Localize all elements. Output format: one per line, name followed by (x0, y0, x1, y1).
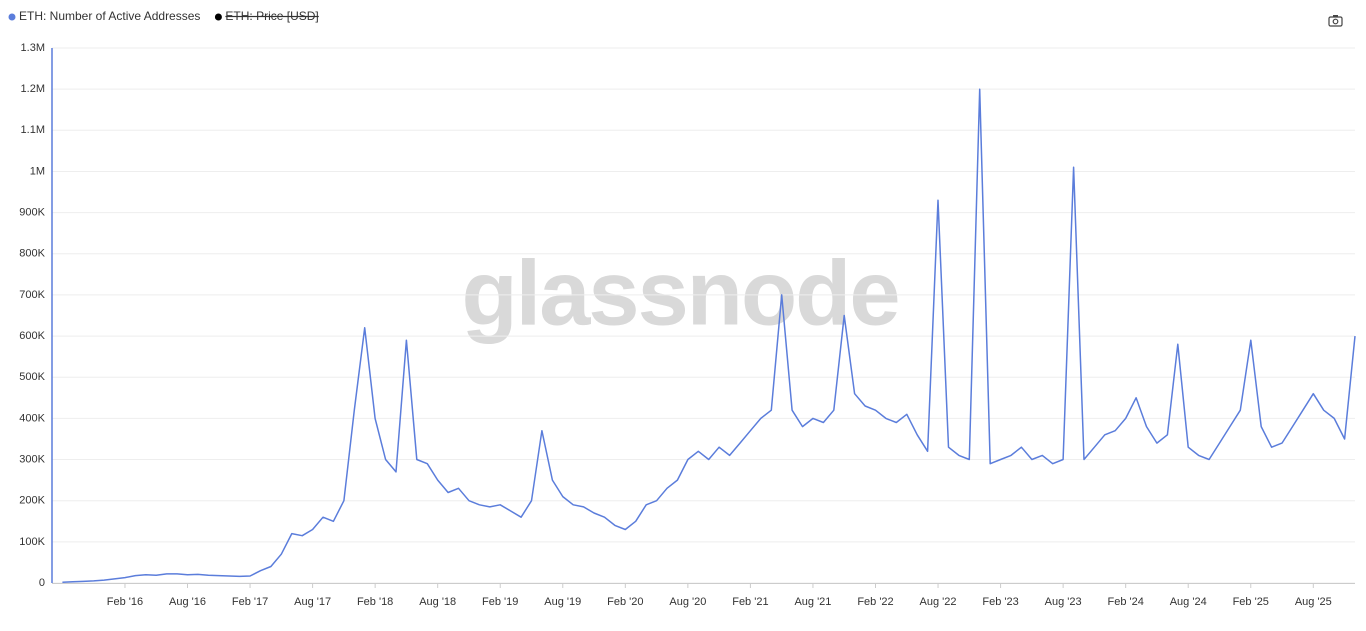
x-tick-label: Aug '21 (794, 596, 831, 608)
x-tick-label: Feb '25 (1233, 596, 1269, 608)
x-tick-label: Feb '17 (232, 596, 268, 608)
x-tick-label: Feb '24 (1107, 596, 1143, 608)
x-tick-label: Aug '16 (169, 596, 206, 608)
y-tick-label: 100K (19, 536, 45, 548)
x-tick-label: Feb '21 (732, 596, 768, 608)
y-tick-label: 1.1M (21, 124, 45, 136)
y-tick-label: 1M (30, 165, 45, 177)
y-tick-label: 700K (19, 289, 45, 301)
y-tick-label: 600K (19, 330, 45, 342)
x-tick-label: Aug '24 (1170, 596, 1207, 608)
data-line (62, 88, 1356, 583)
y-tick-label: 900K (19, 207, 45, 219)
x-tick-label: Aug '19 (544, 596, 581, 608)
x-tick-label: Feb '22 (857, 596, 893, 608)
y-tick-label: 500K (19, 371, 45, 383)
y-tick-label: 300K (19, 453, 45, 465)
x-tick-label: Aug '25 (1295, 596, 1332, 608)
x-tick-label: Aug '20 (669, 596, 706, 608)
y-tick-label: 800K (19, 248, 45, 260)
x-tick-label: Aug '18 (419, 596, 456, 608)
y-tick-label: 200K (19, 495, 45, 507)
x-tick-label: Feb '19 (482, 596, 518, 608)
x-tick-label: Aug '22 (920, 596, 957, 608)
camera-icon[interactable] (1328, 15, 1343, 27)
x-tick-label: Feb '23 (982, 596, 1018, 608)
y-tick-label: 1.2M (21, 83, 45, 95)
x-tick-label: Feb '16 (107, 596, 143, 608)
legend-marker (8, 13, 16, 21)
watermark: glassnode (461, 242, 898, 344)
x-tick-label: Feb '18 (357, 596, 393, 608)
legend-marker (214, 13, 222, 21)
y-tick-label: 400K (19, 412, 45, 424)
legend-label[interactable]: ETH: Number of Active Addresses (19, 9, 200, 23)
y-tick-label: 1.3M (21, 42, 45, 54)
x-tick-label: Aug '23 (1045, 596, 1082, 608)
y-tick-label: 0 (39, 577, 45, 589)
x-tick-label: Feb '20 (607, 596, 643, 608)
x-tick-label: Aug '17 (294, 596, 331, 608)
legend-label[interactable]: ETH: Price [USD] (225, 9, 318, 23)
